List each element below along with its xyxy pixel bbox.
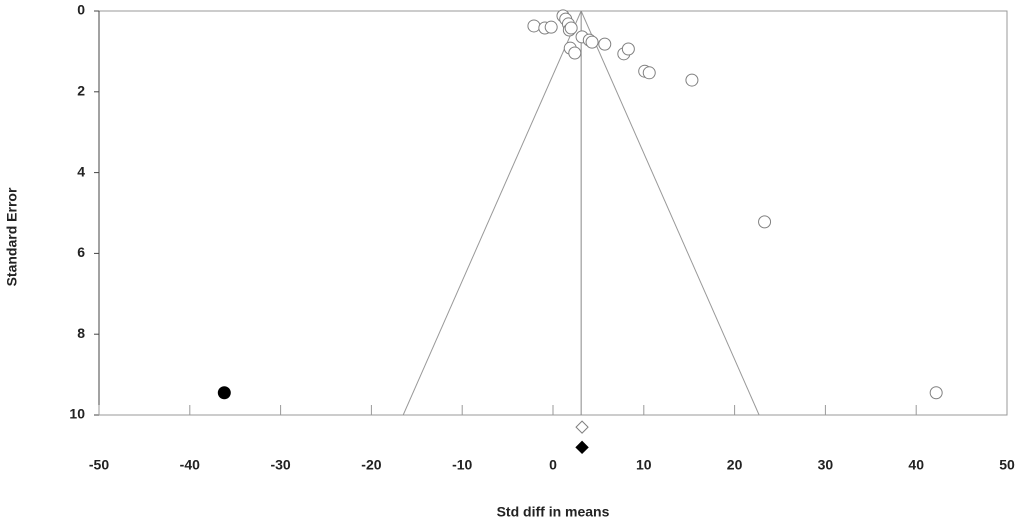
y-tick-label: 10 (69, 406, 85, 422)
x-tick-label: 30 (818, 457, 834, 473)
plot-frame (98, 10, 1008, 416)
funnel-right (580, 10, 760, 416)
study-point (598, 37, 612, 51)
study-point (685, 73, 699, 87)
x-axis-label: Std diff in means (497, 504, 610, 520)
x-tick-label: 10 (636, 457, 652, 473)
summary-diamond (575, 440, 589, 455)
study-point (642, 66, 656, 80)
x-tick-label: 40 (908, 457, 924, 473)
y-tick-label: 2 (77, 83, 85, 99)
y-tick-label: 6 (77, 244, 85, 260)
study-point (544, 20, 558, 34)
x-tick-label: -10 (452, 457, 472, 473)
x-tick-label: 50 (999, 457, 1015, 473)
x-tick-label: -50 (89, 457, 109, 473)
y-tick-label: 4 (77, 163, 85, 179)
study-point (568, 46, 582, 60)
x-tick-label: 20 (727, 457, 743, 473)
study-point (758, 215, 772, 229)
x-tick-label: -40 (180, 457, 200, 473)
x-tick-label: -30 (270, 457, 290, 473)
study-point (929, 386, 943, 400)
funnel-left (402, 10, 582, 416)
y-tick-label: 8 (77, 325, 85, 341)
study-point (585, 35, 599, 49)
x-tick-label: -20 (361, 457, 381, 473)
study-point (564, 21, 578, 35)
study-point (527, 19, 541, 33)
study-point (621, 42, 635, 56)
y-axis-label: Standard Error (4, 187, 20, 286)
x-tick-label: 0 (549, 457, 557, 473)
y-tick-label: 0 (77, 2, 85, 18)
study-point (217, 386, 231, 400)
summary-diamond (575, 420, 589, 434)
